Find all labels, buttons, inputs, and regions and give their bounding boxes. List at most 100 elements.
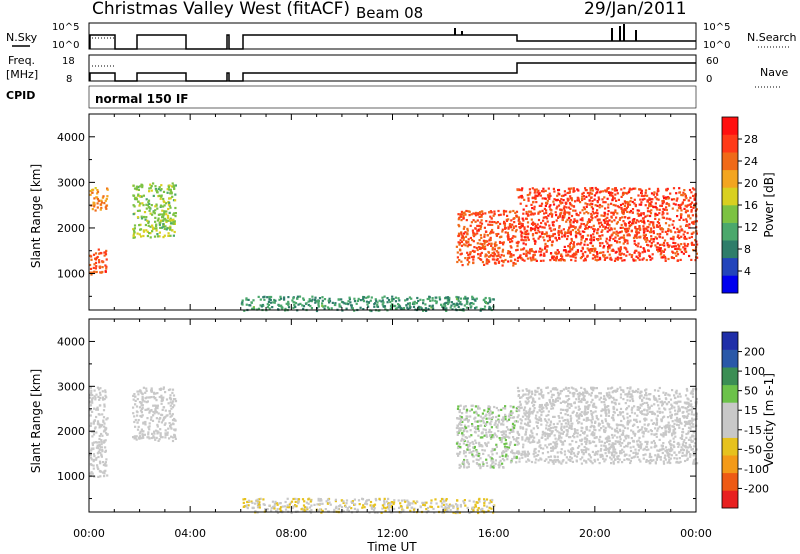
data-cell bbox=[458, 410, 461, 414]
data-cell bbox=[467, 419, 470, 422]
data-cell bbox=[479, 457, 482, 460]
data-cell bbox=[144, 423, 147, 426]
data-cell bbox=[656, 193, 659, 196]
data-cell bbox=[515, 461, 518, 464]
data-cell bbox=[611, 442, 614, 445]
data-cell bbox=[493, 448, 496, 451]
data-cell bbox=[153, 412, 156, 415]
data-cell bbox=[683, 416, 686, 419]
data-cell bbox=[149, 236, 152, 239]
data-cell bbox=[656, 208, 659, 211]
data-cell bbox=[636, 440, 639, 443]
data-cell bbox=[489, 456, 492, 459]
data-cell bbox=[456, 441, 459, 444]
data-cell bbox=[523, 422, 527, 425]
data-cell bbox=[91, 271, 94, 274]
data-cell bbox=[476, 501, 479, 504]
data-cell bbox=[552, 203, 556, 206]
data-cell bbox=[524, 433, 527, 436]
data-cell bbox=[98, 261, 101, 264]
data-cell bbox=[565, 201, 568, 204]
data-cell bbox=[560, 253, 563, 256]
data-cell bbox=[617, 461, 620, 464]
data-cell bbox=[576, 412, 579, 415]
data-cell bbox=[174, 429, 177, 432]
data-cell bbox=[516, 406, 519, 409]
data-cell bbox=[682, 233, 685, 236]
freq-panel: Freq. [MHz] 18 8 60 0 Nave bbox=[6, 54, 788, 88]
data-cell bbox=[616, 192, 619, 195]
data-cell bbox=[557, 188, 561, 192]
data-cell bbox=[620, 206, 623, 210]
data-cell bbox=[541, 231, 544, 234]
data-cell bbox=[290, 500, 294, 503]
data-cell bbox=[161, 209, 164, 212]
data-cell bbox=[334, 498, 337, 501]
data-cell bbox=[584, 224, 587, 227]
data-cell bbox=[281, 307, 284, 310]
data-cell bbox=[579, 393, 582, 396]
data-cell bbox=[534, 389, 537, 392]
data-cell bbox=[591, 210, 594, 213]
data-cell bbox=[540, 232, 544, 235]
data-cell bbox=[169, 206, 172, 209]
data-cell bbox=[461, 427, 464, 430]
data-cell bbox=[459, 445, 462, 449]
data-cell bbox=[684, 394, 688, 397]
data-cell bbox=[492, 298, 495, 301]
data-cell bbox=[485, 258, 488, 261]
data-cell bbox=[295, 505, 298, 508]
data-cell bbox=[349, 301, 352, 304]
data-cell bbox=[632, 259, 635, 262]
data-cell bbox=[350, 304, 353, 307]
data-cell bbox=[509, 255, 512, 258]
data-cell bbox=[569, 436, 572, 439]
data-cell bbox=[457, 213, 460, 216]
data-cell bbox=[496, 426, 499, 429]
data-cell bbox=[631, 222, 634, 225]
data-cell bbox=[488, 211, 491, 214]
data-cell bbox=[491, 252, 494, 255]
data-cell bbox=[677, 234, 680, 237]
data-cell bbox=[538, 393, 541, 396]
data-cell bbox=[100, 206, 103, 209]
data-cell bbox=[593, 402, 596, 405]
data-cell bbox=[522, 212, 525, 215]
data-cell bbox=[469, 253, 472, 256]
data-cell bbox=[487, 431, 491, 434]
data-cell bbox=[537, 218, 541, 222]
data-cell bbox=[591, 431, 594, 434]
data-cell bbox=[580, 439, 583, 443]
data-cell bbox=[563, 245, 566, 248]
data-cell bbox=[496, 423, 499, 426]
data-cell bbox=[452, 302, 455, 306]
data-cell bbox=[466, 297, 469, 300]
data-cell bbox=[146, 204, 150, 207]
data-cell bbox=[643, 419, 646, 422]
data-cell bbox=[616, 205, 619, 208]
data-cell bbox=[644, 227, 647, 230]
data-cell bbox=[687, 403, 691, 406]
data-cell bbox=[627, 217, 630, 220]
data-cell bbox=[465, 219, 468, 222]
data-cell bbox=[623, 458, 626, 461]
data-cell bbox=[661, 202, 664, 205]
data-cell bbox=[644, 191, 647, 194]
data-cell bbox=[558, 259, 561, 262]
data-cell bbox=[569, 419, 572, 422]
data-cell bbox=[549, 204, 552, 207]
data-cell bbox=[524, 393, 527, 396]
data-cell bbox=[465, 418, 468, 421]
data-cell bbox=[275, 502, 278, 505]
data-cell bbox=[489, 215, 492, 218]
data-cell bbox=[589, 203, 592, 206]
data-cell bbox=[500, 441, 503, 444]
data-cell bbox=[690, 422, 693, 425]
data-cell bbox=[612, 418, 615, 421]
data-cell bbox=[484, 414, 487, 417]
data-cell bbox=[459, 465, 462, 468]
data-cell bbox=[271, 306, 274, 309]
data-cell bbox=[133, 435, 136, 438]
data-cell bbox=[691, 243, 694, 246]
data-cell bbox=[638, 227, 642, 230]
